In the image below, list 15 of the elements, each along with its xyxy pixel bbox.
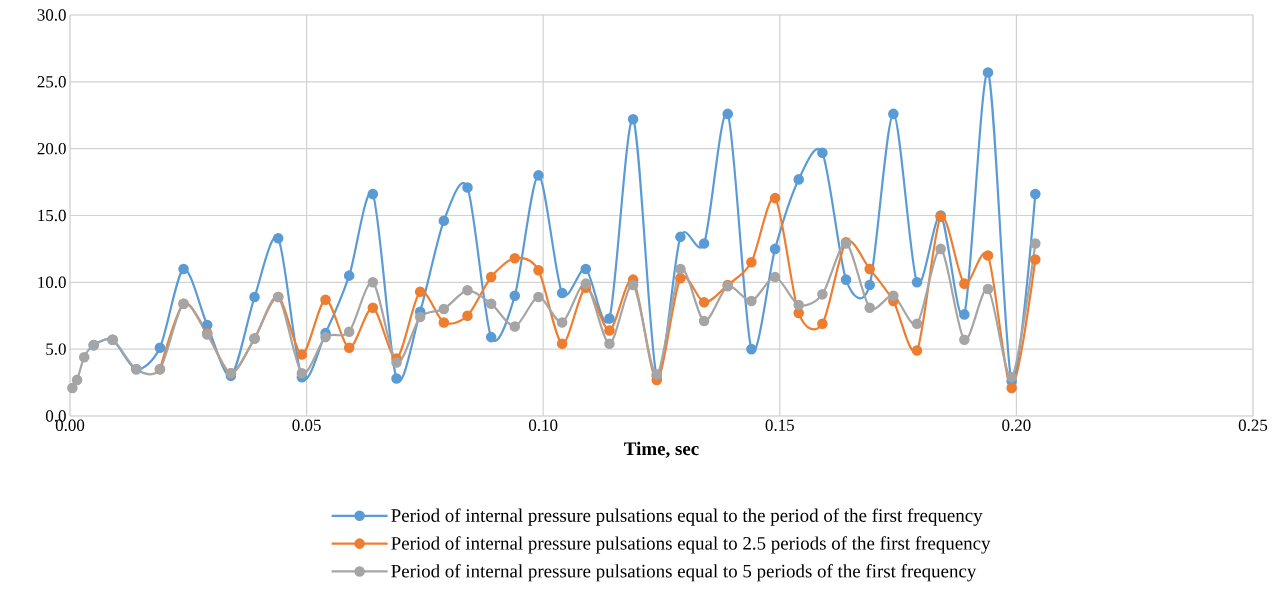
y-tick-label: 5.0 — [46, 343, 66, 355]
legend-label: Period of internal pressure pulsations equal to the period of the first frequency — [391, 508, 983, 526]
y-tick-label: 25.0 — [37, 76, 66, 88]
x-tick-label: 0.20 — [1002, 419, 1031, 431]
legend-label: Period of internal pressure pulsations equal to 5 periods of the first frequency — [391, 564, 977, 582]
x-tick-label: 0.05 — [292, 419, 321, 431]
x-tick-label: 0.15 — [765, 419, 794, 431]
y-tick-label: 10.0 — [38, 276, 66, 289]
x-axis-title: Time, sec — [624, 441, 699, 458]
y-tick-label: 15.0 — [38, 209, 66, 222]
y-tick-label: 30.0 — [37, 9, 66, 21]
x-tick-label: 0.25 — [1238, 419, 1268, 431]
x-tick-label: 0.10 — [529, 419, 558, 431]
legend-label: Period of internal pressure pulsations equal to 2.5 periods of the first frequency — [391, 536, 991, 554]
y-tick-label: 20.0 — [37, 142, 66, 155]
